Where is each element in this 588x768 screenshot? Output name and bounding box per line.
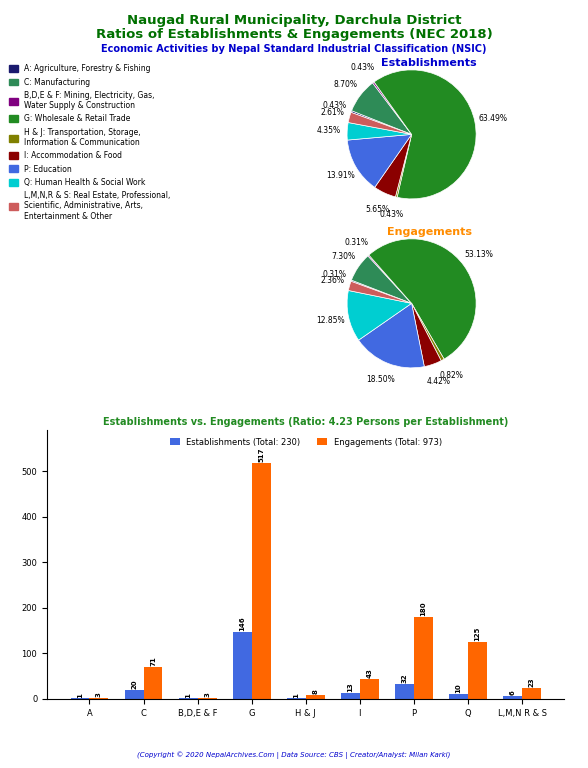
Wedge shape [351, 280, 412, 303]
Wedge shape [347, 123, 412, 140]
Bar [449, 694, 468, 699]
Text: 2.61%: 2.61% [320, 108, 344, 117]
Wedge shape [347, 290, 412, 340]
Bar [252, 463, 270, 699]
Text: 0.31%: 0.31% [322, 270, 346, 279]
Text: 3: 3 [96, 692, 102, 697]
Bar [89, 697, 108, 699]
Text: Establishments: Establishments [382, 58, 477, 68]
Text: 7.30%: 7.30% [331, 253, 355, 261]
Title: Establishments vs. Engagements (Ratio: 4.23 Persons per Establishment): Establishments vs. Engagements (Ratio: 4… [103, 416, 509, 426]
Text: 8.70%: 8.70% [334, 80, 358, 89]
Wedge shape [375, 134, 412, 197]
Bar [395, 684, 414, 699]
Text: 0.43%: 0.43% [380, 210, 404, 219]
Wedge shape [369, 239, 476, 359]
Bar [414, 617, 433, 699]
Bar [233, 632, 252, 699]
Bar [306, 695, 325, 699]
Text: (Copyright © 2020 NepalArchives.Com | Data Source: CBS | Creator/Analyst: Milan : (Copyright © 2020 NepalArchives.Com | Da… [138, 751, 450, 759]
Text: 32: 32 [402, 674, 407, 684]
Bar [341, 693, 360, 699]
Wedge shape [348, 112, 412, 134]
Text: 146: 146 [239, 617, 245, 631]
Text: 2.36%: 2.36% [320, 276, 344, 286]
Text: Naugad Rural Municipality, Darchula District: Naugad Rural Municipality, Darchula Dist… [127, 14, 461, 27]
Bar [198, 697, 216, 699]
Text: 0.43%: 0.43% [322, 101, 346, 110]
Wedge shape [412, 303, 441, 366]
Text: 10: 10 [456, 684, 462, 694]
Text: 125: 125 [475, 627, 480, 641]
Wedge shape [348, 134, 412, 187]
Wedge shape [352, 83, 412, 134]
Text: 53.13%: 53.13% [464, 250, 493, 260]
Text: 71: 71 [150, 656, 156, 666]
Text: 5.65%: 5.65% [365, 205, 389, 214]
Text: 3: 3 [204, 692, 210, 697]
Text: 4.42%: 4.42% [427, 377, 451, 386]
Text: 180: 180 [420, 601, 426, 616]
Text: 0.31%: 0.31% [345, 237, 368, 247]
Wedge shape [395, 134, 412, 197]
Text: 0.82%: 0.82% [439, 371, 463, 380]
Wedge shape [373, 82, 412, 134]
Text: 13.91%: 13.91% [326, 171, 355, 180]
Text: Ratios of Establishments & Engagements (NEC 2018): Ratios of Establishments & Engagements (… [96, 28, 492, 41]
Text: 1: 1 [77, 693, 83, 697]
Legend: Establishments (Total: 230), Engagements (Total: 973): Establishments (Total: 230), Engagements… [166, 434, 445, 450]
Text: 13: 13 [348, 682, 353, 692]
Text: 20: 20 [131, 679, 137, 689]
Text: Engagements: Engagements [387, 227, 472, 237]
Legend: A: Agriculture, Forestry & Fishing, C: Manufacturing, B,D,E & F: Mining, Electri: A: Agriculture, Forestry & Fishing, C: M… [6, 61, 173, 223]
Text: 12.85%: 12.85% [316, 316, 345, 325]
Wedge shape [352, 256, 412, 303]
Wedge shape [351, 111, 412, 134]
Wedge shape [412, 303, 444, 361]
Text: 1: 1 [293, 693, 299, 697]
Wedge shape [359, 303, 425, 368]
Wedge shape [348, 281, 412, 303]
Text: 1: 1 [185, 693, 191, 697]
Text: 8: 8 [312, 690, 318, 694]
Text: 18.50%: 18.50% [366, 376, 395, 385]
Bar [522, 688, 541, 699]
Bar [468, 642, 487, 699]
Bar [143, 667, 162, 699]
Text: 517: 517 [258, 448, 264, 462]
Bar [125, 690, 143, 699]
Text: 6: 6 [510, 690, 516, 695]
Wedge shape [368, 255, 412, 303]
Text: 63.49%: 63.49% [478, 114, 507, 123]
Text: 43: 43 [366, 668, 372, 678]
Bar [503, 696, 522, 699]
Bar [360, 679, 379, 699]
Text: Economic Activities by Nepal Standard Industrial Classification (NSIC): Economic Activities by Nepal Standard In… [101, 44, 487, 54]
Text: 23: 23 [529, 678, 534, 687]
Text: 4.35%: 4.35% [317, 126, 341, 135]
Wedge shape [374, 70, 476, 199]
Text: 0.43%: 0.43% [350, 64, 375, 72]
